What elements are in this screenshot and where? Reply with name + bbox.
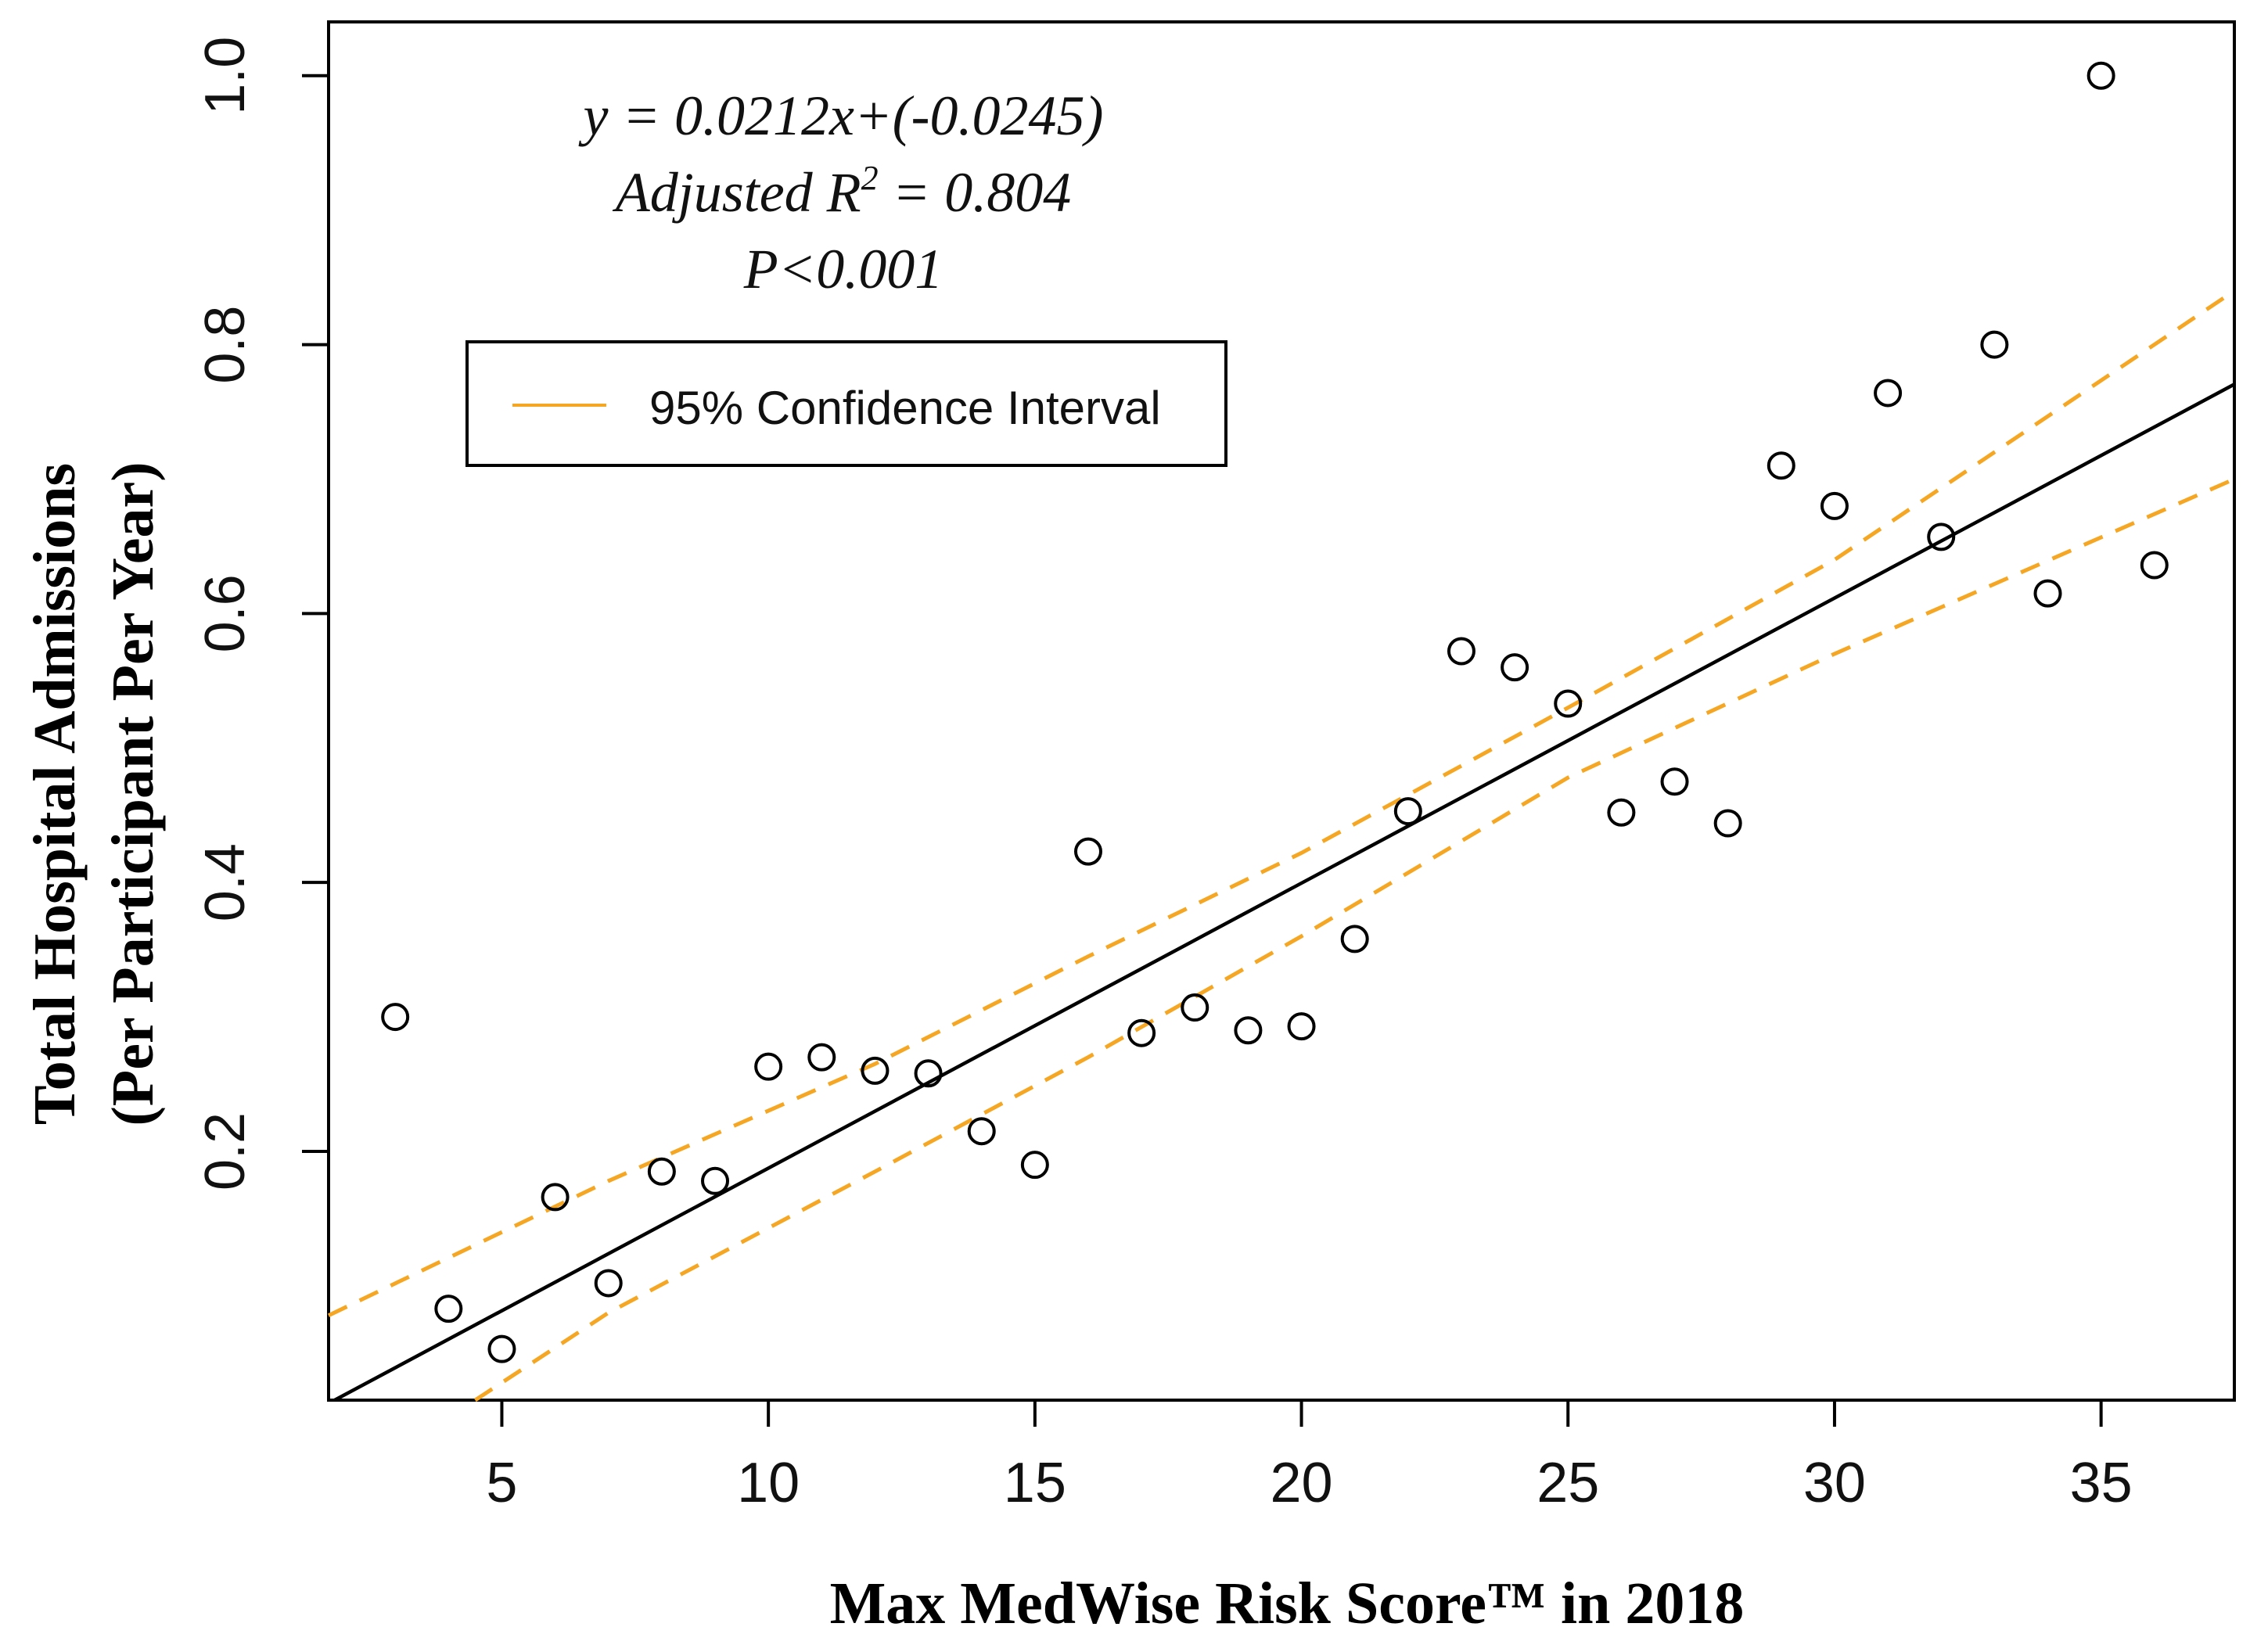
data-point: [1713, 809, 1742, 838]
data-point: [1501, 653, 1529, 682]
x-tick-label: 5: [486, 1452, 517, 1514]
regression-line-group: [333, 382, 2236, 1402]
p-value-text: P<0.001: [743, 238, 943, 300]
data-point: [381, 1003, 410, 1032]
data-point: [1980, 330, 2009, 359]
y-tick-label: 0.6: [194, 574, 257, 652]
data-point: [1234, 1016, 1263, 1045]
data-point: [487, 1334, 516, 1363]
data-point: [1020, 1151, 1049, 1180]
y-axis-title-line2: (Per Participant Per Year): [100, 461, 166, 1126]
regression-annotation: y = 0.0212x+(-0.0245) Adjusted R2 = 0.80…: [577, 84, 1103, 300]
data-point: [1820, 491, 1849, 520]
data-point: [1287, 1012, 1316, 1041]
data-point: [1767, 451, 1795, 480]
data-point: [1927, 523, 1956, 551]
data-point: [1127, 1018, 1156, 1047]
y-tick-label: 0.8: [194, 306, 257, 384]
r-squared-superscript: 2: [861, 159, 879, 197]
regression-line: [333, 382, 2236, 1402]
data-point: [807, 1043, 836, 1072]
data-point: [754, 1052, 783, 1081]
data-point: [1874, 379, 1903, 408]
axes: 5 10 15 20 25 30 35 0.2 0.4 0.6 0.8 1.0: [194, 37, 2133, 1514]
data-point: [1340, 925, 1369, 953]
legend-label: 95% Confidence Interval: [649, 382, 1161, 434]
data-point: [647, 1157, 676, 1186]
x-tick-label: 15: [1004, 1452, 1066, 1514]
legend: 95% Confidence Interval: [465, 340, 1227, 467]
data-point: [2033, 579, 2062, 608]
data-point: [541, 1183, 570, 1212]
ci-lower-line: [474, 477, 2236, 1402]
data-point: [594, 1269, 623, 1298]
x-tick-label: 30: [1803, 1452, 1866, 1514]
data-point: [1447, 637, 1475, 666]
y-tick-label: 0.2: [194, 1112, 257, 1191]
data-points: [381, 61, 2169, 1363]
x-tick-label: 35: [2070, 1452, 2133, 1514]
x-tick-label: 10: [737, 1452, 800, 1514]
data-point: [914, 1059, 943, 1088]
data-point: [1393, 797, 1422, 826]
data-point: [861, 1056, 890, 1085]
plot-frame: [327, 20, 2236, 1402]
y-tick-label: 1.0: [194, 37, 257, 115]
data-point: [2140, 551, 2169, 580]
data-point: [1607, 798, 1636, 827]
data-point: [967, 1117, 996, 1146]
data-point: [701, 1166, 730, 1195]
r-squared-value: = 0.804: [879, 161, 1072, 224]
equation-text: y = 0.0212x+(-0.0245): [577, 84, 1103, 147]
x-axis-title: Max MedWise Risk Score™ in 2018: [830, 1571, 1745, 1636]
y-axis-title-line1: Total Hospital Admissions: [22, 463, 88, 1125]
y-tick-label: 0.4: [194, 843, 257, 921]
data-point: [1181, 993, 1209, 1022]
x-tick-label: 25: [1537, 1452, 1599, 1514]
r-squared-prefix: Adjusted R: [613, 161, 861, 224]
data-point: [2086, 61, 2115, 90]
data-point: [1660, 767, 1689, 796]
data-point: [1073, 837, 1102, 866]
r-squared-text: Adjusted R2 = 0.804: [613, 159, 1072, 224]
data-point: [434, 1295, 463, 1323]
x-tick-label: 20: [1271, 1452, 1333, 1514]
data-point: [1554, 689, 1583, 718]
